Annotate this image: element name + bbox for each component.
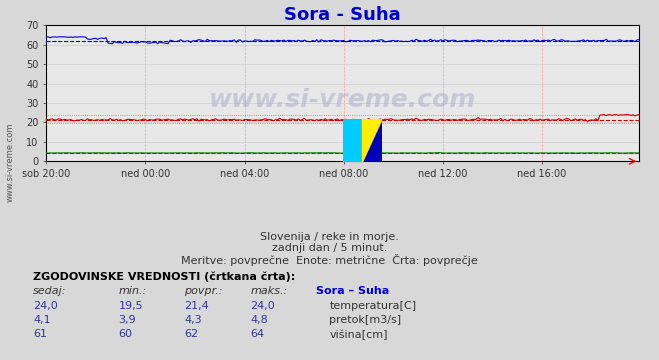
Text: Sora – Suha: Sora – Suha — [316, 286, 389, 296]
Text: 19,5: 19,5 — [119, 301, 143, 311]
Bar — [343, 119, 362, 162]
Text: 24,0: 24,0 — [250, 301, 275, 311]
Text: Meritve: povprečne  Enote: metrične  Črta: povprečje: Meritve: povprečne Enote: metrične Črta:… — [181, 254, 478, 266]
Text: 21,4: 21,4 — [185, 301, 210, 311]
Text: temperatura[C]: temperatura[C] — [330, 301, 416, 311]
Text: 64: 64 — [250, 329, 264, 339]
Text: 60: 60 — [119, 329, 132, 339]
Text: sedaj:: sedaj: — [33, 286, 67, 296]
Text: Slovenija / reke in morje.: Slovenija / reke in morje. — [260, 232, 399, 242]
Text: maks.:: maks.: — [250, 286, 288, 296]
Text: min.:: min.: — [119, 286, 147, 296]
Title: Sora - Suha: Sora - Suha — [285, 6, 401, 24]
Text: 61: 61 — [33, 329, 47, 339]
Text: ZGODOVINSKE VREDNOSTI (črtkana črta):: ZGODOVINSKE VREDNOSTI (črtkana črta): — [33, 272, 295, 282]
Text: pretok[m3/s]: pretok[m3/s] — [330, 315, 401, 325]
Text: www.si-vreme.com: www.si-vreme.com — [209, 88, 476, 112]
Text: 24,0: 24,0 — [33, 301, 58, 311]
Text: 4,3: 4,3 — [185, 315, 202, 325]
Text: zadnji dan / 5 minut.: zadnji dan / 5 minut. — [272, 243, 387, 253]
Text: višina[cm]: višina[cm] — [330, 329, 388, 340]
Text: 4,8: 4,8 — [250, 315, 268, 325]
Polygon shape — [362, 119, 382, 162]
Text: www.si-vreme.com: www.si-vreme.com — [5, 122, 14, 202]
Polygon shape — [362, 119, 382, 162]
Text: 62: 62 — [185, 329, 198, 339]
Text: 3,9: 3,9 — [119, 315, 136, 325]
Text: 4,1: 4,1 — [33, 315, 51, 325]
Text: povpr.:: povpr.: — [185, 286, 223, 296]
